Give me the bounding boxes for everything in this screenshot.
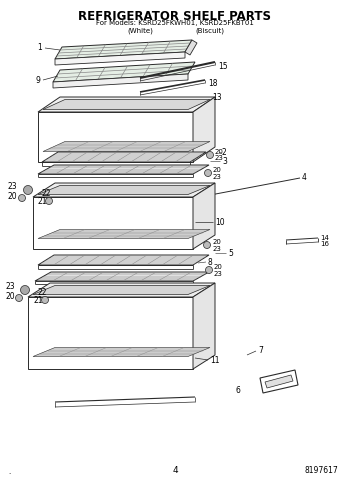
- Text: 20: 20: [213, 239, 222, 245]
- Circle shape: [42, 297, 49, 303]
- Polygon shape: [193, 97, 215, 162]
- Text: .: .: [8, 469, 10, 475]
- Text: 4: 4: [172, 466, 178, 474]
- Polygon shape: [43, 142, 210, 152]
- Text: 14: 14: [320, 235, 329, 241]
- Polygon shape: [35, 272, 209, 281]
- Polygon shape: [33, 183, 215, 197]
- Text: 21: 21: [33, 296, 42, 304]
- Polygon shape: [260, 370, 298, 393]
- Polygon shape: [38, 255, 209, 265]
- Text: 8197617: 8197617: [304, 466, 338, 474]
- Polygon shape: [38, 97, 215, 112]
- Circle shape: [46, 198, 52, 204]
- Text: (White): (White): [127, 27, 153, 33]
- Text: 11: 11: [210, 355, 219, 365]
- Text: 21: 21: [38, 197, 48, 205]
- Polygon shape: [193, 283, 215, 369]
- Circle shape: [204, 170, 211, 176]
- Text: 20: 20: [214, 264, 223, 270]
- Text: 13: 13: [212, 93, 222, 101]
- Polygon shape: [265, 375, 293, 388]
- Text: 22: 22: [42, 188, 51, 198]
- Polygon shape: [38, 229, 210, 239]
- Polygon shape: [38, 112, 193, 162]
- Circle shape: [203, 242, 210, 248]
- Polygon shape: [38, 165, 209, 174]
- Text: 7: 7: [258, 345, 263, 355]
- Polygon shape: [43, 99, 210, 110]
- Text: 10: 10: [215, 217, 225, 227]
- Polygon shape: [53, 74, 188, 88]
- Text: (Biscuit): (Biscuit): [196, 27, 224, 33]
- Polygon shape: [55, 52, 185, 65]
- Text: 1: 1: [37, 43, 42, 52]
- Text: 23: 23: [5, 282, 15, 290]
- Text: 20: 20: [215, 149, 224, 155]
- Text: 23: 23: [8, 182, 18, 190]
- Text: 23: 23: [214, 271, 223, 277]
- Polygon shape: [33, 285, 210, 295]
- Circle shape: [19, 195, 26, 201]
- Text: 20: 20: [5, 292, 15, 300]
- Text: 23: 23: [213, 174, 222, 180]
- Text: 23: 23: [215, 155, 224, 161]
- Polygon shape: [33, 197, 193, 249]
- Text: 2: 2: [222, 147, 227, 156]
- Text: 4: 4: [302, 172, 307, 182]
- Polygon shape: [185, 40, 197, 55]
- Text: 5: 5: [228, 248, 233, 257]
- Polygon shape: [28, 283, 215, 297]
- Text: 20: 20: [8, 191, 18, 200]
- Text: 3: 3: [222, 156, 227, 166]
- Polygon shape: [33, 347, 210, 356]
- Polygon shape: [42, 152, 206, 162]
- Polygon shape: [55, 40, 192, 59]
- Text: 9: 9: [35, 75, 40, 85]
- Polygon shape: [38, 185, 210, 195]
- Circle shape: [23, 185, 33, 195]
- Text: 6: 6: [235, 385, 240, 395]
- Circle shape: [21, 285, 29, 295]
- Text: 18: 18: [208, 79, 217, 87]
- Text: 20: 20: [213, 167, 222, 173]
- Text: 16: 16: [320, 241, 329, 247]
- Circle shape: [205, 267, 212, 273]
- Text: 15: 15: [218, 61, 228, 71]
- Text: 8: 8: [208, 257, 213, 267]
- Text: For Models: KSRD25FKWH01, KSRD25FKBT01: For Models: KSRD25FKWH01, KSRD25FKBT01: [96, 20, 254, 26]
- Circle shape: [206, 152, 214, 158]
- Polygon shape: [28, 297, 193, 369]
- Text: 23: 23: [213, 246, 222, 252]
- Polygon shape: [193, 183, 215, 249]
- Text: 22: 22: [38, 287, 48, 297]
- Circle shape: [15, 295, 22, 301]
- Text: REFRIGERATOR SHELF PARTS: REFRIGERATOR SHELF PARTS: [78, 10, 272, 23]
- Polygon shape: [53, 62, 195, 82]
